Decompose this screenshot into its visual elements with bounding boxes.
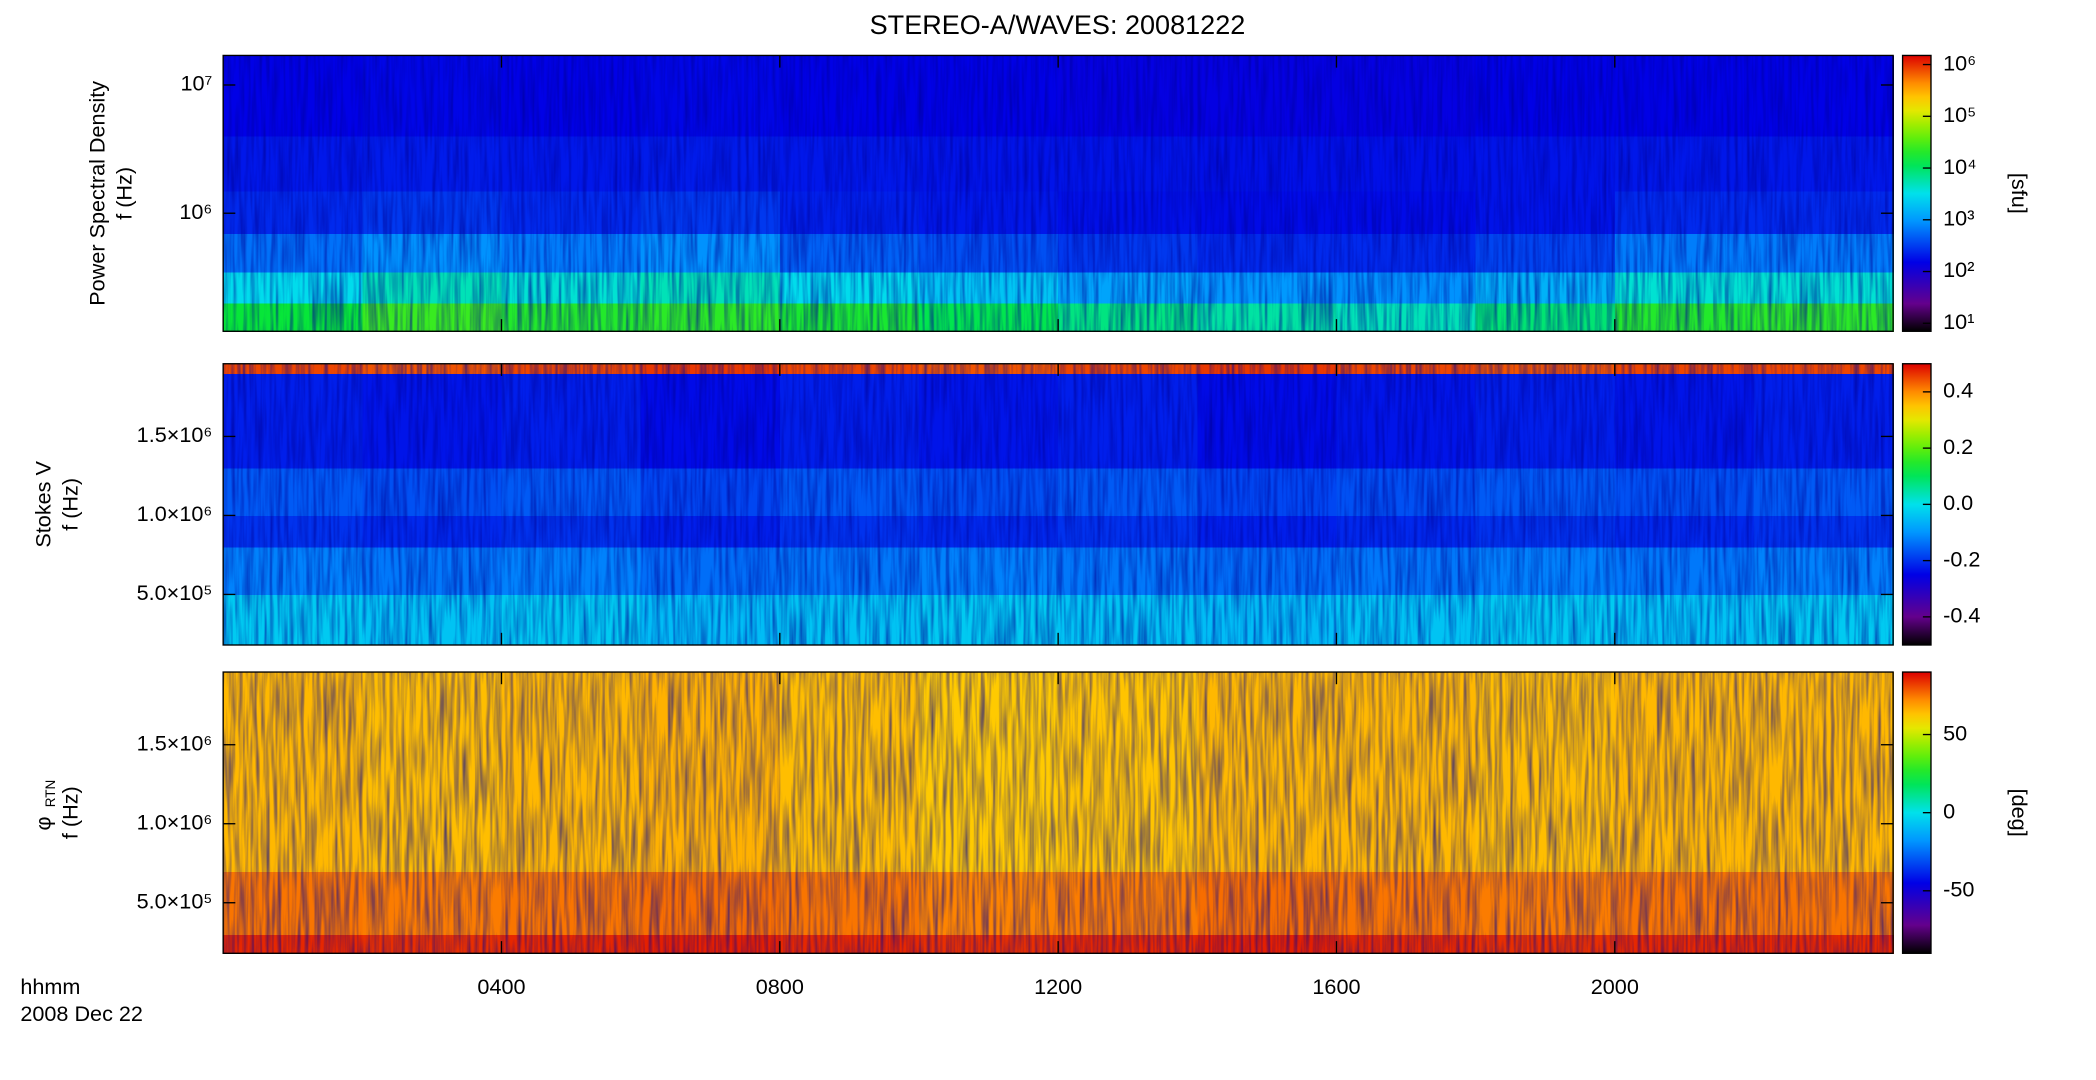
y-tick-label: 5.0×10⁵ [137,580,213,605]
x-tick-label: 0800 [756,974,804,999]
y-tick-label: 10⁷ [180,71,212,96]
colorbar-tick-label: -0.4 [1943,603,1980,628]
texture [223,672,1894,954]
x-tick-label: 1200 [1034,974,1082,999]
chart-title: STEREO-A/WAVES: 20081222 [870,10,1246,40]
y-axis-label: f (Hz) [57,478,82,531]
colorbar-tick-label: -50 [1943,877,1974,902]
x-tick-label: 0400 [477,974,525,999]
colorbar-tick-label: 0 [1943,798,1955,823]
y-axis-label: φ RTN [30,780,58,831]
y-axis-label-subscript: RTN [43,780,58,808]
y-axis-label: Stokes V [30,461,55,548]
colorbar-label: [sfu] [2007,173,2032,214]
colorbar-tick-label: 10⁵ [1943,102,1976,127]
colorbar-label: [sfu] [2007,173,2032,214]
x-tick-label: 2000 [1591,974,1639,999]
colorbar-label: [deg] [2007,789,2032,837]
colorbar-tick-label: 0.2 [1943,434,1973,459]
colorbar-tick-label: 50 [1943,720,1967,745]
colorbar-tick-label: 10³ [1943,206,1974,231]
y-axis-label: Power Spectral Density [84,81,109,306]
y-tick-label: 1.0×10⁶ [137,809,213,834]
y-tick-label: 1.5×10⁶ [137,422,213,447]
texture [223,363,1894,645]
colorbar [1901,54,1932,332]
x-axis-label: 2008 Dec 22 [20,1001,143,1026]
colorbar-label: [deg] [2007,789,2032,837]
x-axis-label: hhmm [20,974,80,999]
y-axis-label: Power Spectral Density [84,81,109,306]
colorbar-tick-label: -0.2 [1943,546,1980,571]
y-axis-label: f (Hz) [57,786,82,839]
y-axis-label: f (Hz) [57,786,82,839]
y-axis-label: f (Hz) [112,167,137,220]
colorbar-tick-label: 10² [1943,257,1974,282]
colorbar-tick-label: 0.0 [1943,490,1973,515]
colorbar-tick-label: 10¹ [1943,309,1974,334]
colorbar-tick-label: 10⁶ [1943,50,1976,75]
y-axis-label: f (Hz) [112,167,137,220]
y-axis-label-symbol: φ [30,816,55,830]
y-axis-label: Stokes V [30,461,55,548]
y-tick-label: 10⁶ [179,199,212,224]
y-axis-label: f (Hz) [57,478,82,531]
colorbar-tick-label: 0.4 [1943,378,1973,403]
x-tick-label: 1600 [1312,974,1360,999]
y-tick-label: 1.0×10⁶ [137,501,213,526]
y-tick-label: 1.5×10⁶ [137,730,213,755]
y-tick-label: 5.0×10⁵ [137,888,213,913]
texture [223,55,1894,332]
colorbar-tick-label: 10⁴ [1943,154,1976,179]
